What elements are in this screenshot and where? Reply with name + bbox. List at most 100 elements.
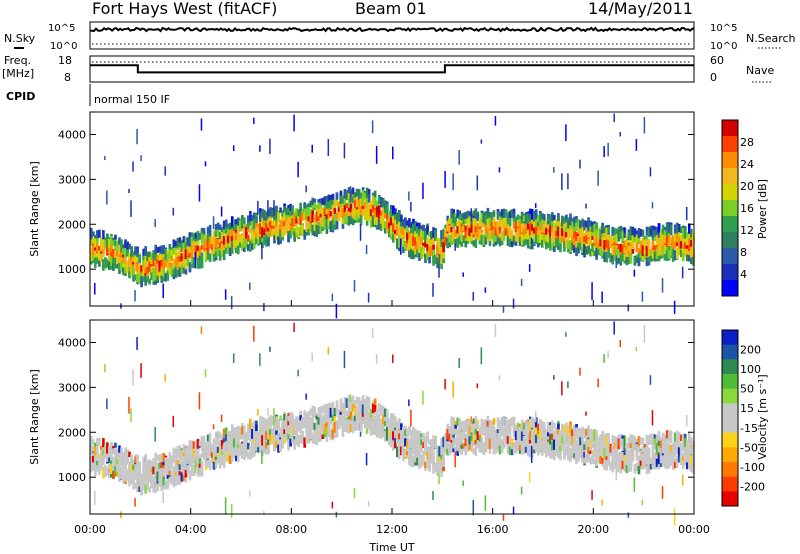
power-echo [518, 239, 522, 246]
power-echo [367, 189, 371, 196]
velocity-echo [188, 450, 192, 462]
power-echo [307, 207, 311, 215]
power-echo [96, 238, 99, 246]
velocity-echo [267, 444, 270, 452]
velocity-echo [420, 444, 423, 452]
velocity-echo [114, 442, 117, 448]
velocity-echo [311, 422, 315, 431]
power-sparse-echo [607, 142, 609, 157]
velocity-echo [353, 400, 357, 406]
power-echo [420, 231, 423, 239]
power-echo [186, 238, 190, 246]
velocity-echo [432, 452, 435, 463]
power-echo [567, 234, 570, 245]
power-echo [148, 261, 151, 273]
power-echo [474, 226, 478, 232]
velocity-echo [176, 459, 180, 466]
velocity-echo [549, 433, 552, 445]
power-echo [669, 224, 673, 236]
power-echo [438, 245, 441, 255]
velocity-echo [406, 449, 409, 456]
power-sparse-echo [331, 293, 334, 301]
velocity-echo [273, 430, 276, 440]
velocity-echo [124, 456, 127, 466]
power-echo [460, 229, 464, 237]
velocity-echo [506, 436, 510, 447]
velocity-echo [510, 417, 514, 425]
velocity-echo [331, 415, 335, 422]
velocity-echo [108, 446, 111, 456]
power-echo [275, 208, 278, 218]
power-echo [494, 221, 498, 229]
power-echo [130, 246, 133, 257]
power-echo [222, 235, 226, 245]
power-echo [323, 210, 327, 222]
power-echo [311, 199, 315, 205]
power-echo [402, 246, 405, 254]
velocity-echo [355, 412, 359, 423]
power-echo [484, 224, 488, 234]
velocity-echo [468, 436, 472, 445]
power-echo [430, 246, 433, 256]
power-echo [520, 216, 524, 225]
power-echo [687, 238, 691, 246]
velocity-echo [506, 420, 510, 429]
power-echo [251, 243, 254, 250]
power-echo [456, 234, 460, 243]
velocity-echo [504, 417, 508, 428]
power-echo [136, 273, 139, 283]
power-echo [136, 252, 139, 262]
velocity-echo [404, 429, 407, 436]
power-echo [412, 223, 415, 235]
velocity-echo [373, 398, 377, 409]
velocity-echo [408, 451, 411, 459]
power-echo [518, 237, 522, 243]
power-echo [621, 230, 625, 242]
power-echo [394, 222, 397, 230]
power-echo [603, 240, 607, 251]
velocity-echo [311, 432, 315, 444]
velocity-echo [234, 432, 238, 438]
velocity-echo [220, 439, 224, 446]
power-echo [436, 244, 439, 255]
velocity-echo [186, 449, 190, 461]
power-echo [573, 216, 576, 224]
power-echo [551, 225, 554, 233]
velocity-echo [255, 443, 258, 452]
power-echo [96, 234, 99, 242]
power-echo [116, 262, 119, 269]
velocity-echo [524, 446, 528, 453]
power-echo [220, 231, 224, 238]
velocity-echo [106, 466, 109, 476]
power-sparse-echo [257, 200, 259, 215]
power-echo [267, 225, 270, 232]
power-echo [120, 248, 123, 258]
velocity-echo [464, 420, 468, 428]
power-echo [287, 210, 290, 220]
power-echo [605, 252, 609, 263]
velocity-echo [494, 443, 498, 450]
power-echo [655, 227, 659, 239]
velocity-sparse-echo [305, 393, 307, 400]
velocity-echo [528, 418, 532, 424]
velocity-echo [281, 428, 284, 440]
power-echo [532, 229, 536, 240]
velocity-echo [194, 440, 198, 447]
power-echo [607, 227, 611, 234]
velocity-echo [327, 426, 331, 434]
power-echo [530, 217, 534, 224]
power-echo [150, 260, 154, 268]
velocity-echo [150, 474, 154, 485]
velocity-echo [416, 457, 419, 466]
power-echo [452, 230, 456, 241]
power-echo [645, 235, 649, 242]
power-echo [410, 235, 413, 246]
power-echo [498, 217, 502, 226]
velocity-echo [458, 427, 462, 439]
power-echo [130, 265, 133, 276]
velocity-echo [232, 427, 236, 438]
power-echo [543, 223, 546, 233]
power-echo [637, 238, 641, 245]
power-echo [128, 253, 131, 263]
beam-label: Beam 01 [355, 0, 427, 18]
